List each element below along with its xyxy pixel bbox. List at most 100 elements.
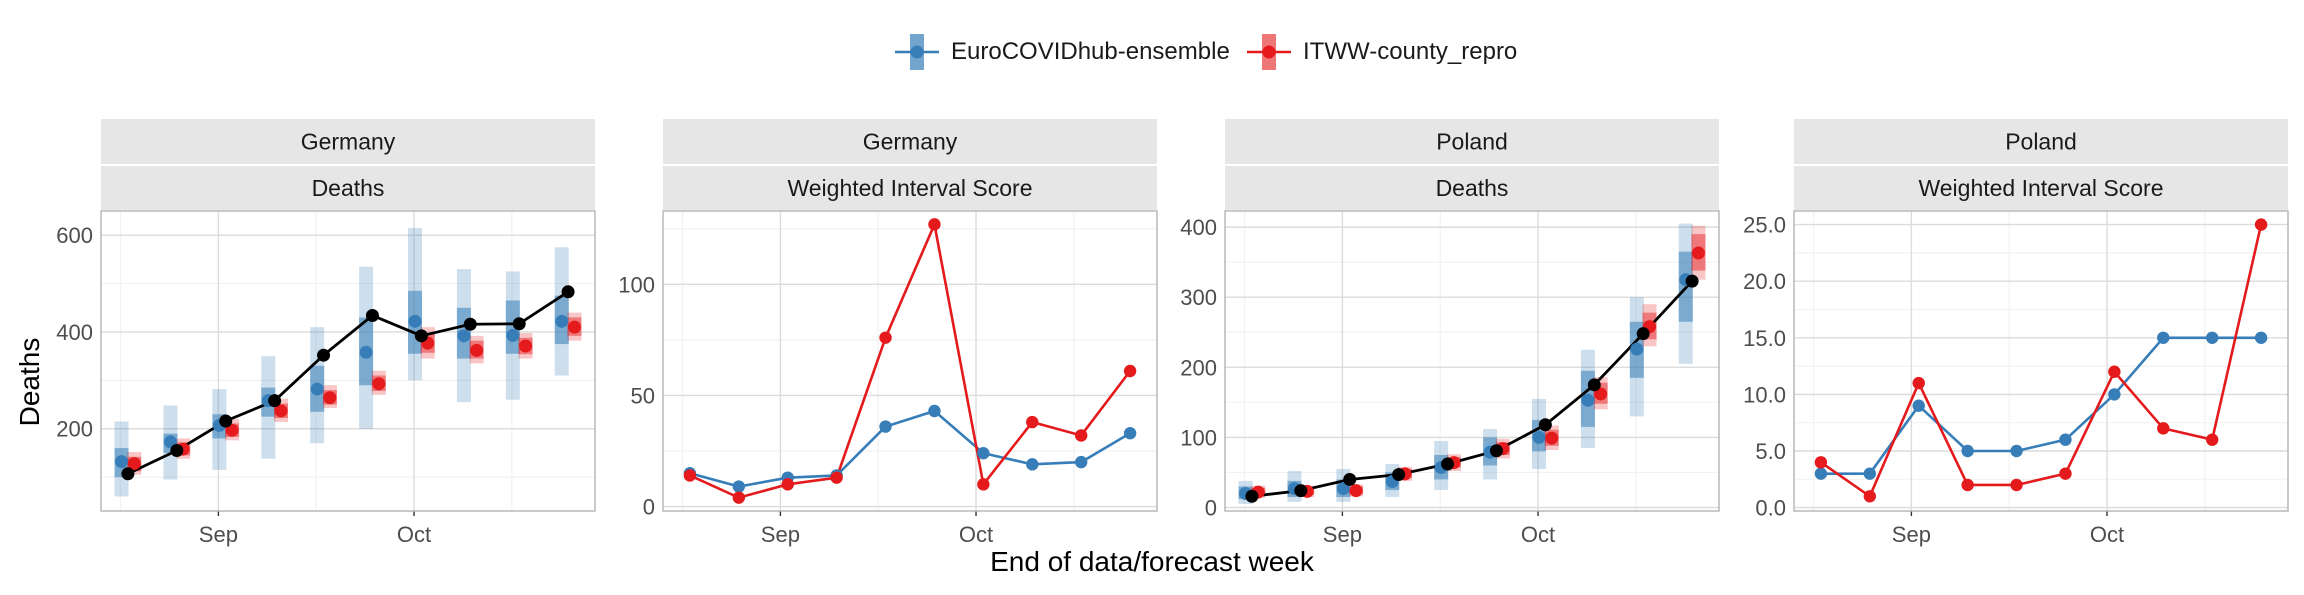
x-tick-label: Oct bbox=[959, 522, 993, 547]
series-point-2 bbox=[2108, 365, 2121, 378]
observed-point bbox=[1538, 418, 1552, 432]
panel-border bbox=[662, 210, 1158, 512]
series-line-1 bbox=[689, 409, 1131, 488]
legend-key-itww-point bbox=[1262, 45, 1276, 59]
observed-point bbox=[1294, 484, 1308, 498]
series-point-2 bbox=[928, 218, 941, 231]
observed-point bbox=[1685, 274, 1699, 288]
series-point-1 bbox=[2108, 388, 2121, 401]
x-tick-label: Oct bbox=[2090, 522, 2124, 547]
strip-top-label: Germany bbox=[863, 129, 958, 155]
observed-point bbox=[561, 285, 575, 299]
median-point bbox=[457, 329, 471, 343]
strip-bottom-label: Deaths bbox=[312, 175, 385, 201]
y-tick-label: 0 bbox=[643, 495, 655, 520]
y-tick-label: 400 bbox=[1180, 215, 1217, 240]
strip-top-label: Germany bbox=[301, 129, 396, 155]
panel-border bbox=[100, 210, 596, 512]
y-tick-label: 300 bbox=[1180, 285, 1217, 310]
x-tick-label: Sep bbox=[1892, 522, 1931, 547]
strip-bottom-label: Weighted Interval Score bbox=[787, 175, 1032, 201]
strip-bottom-bg bbox=[1225, 166, 1719, 210]
series-point-1 bbox=[2059, 433, 2072, 446]
legend-label-ensemble: EuroCOVIDhub-ensemble bbox=[951, 38, 1230, 65]
series-point-2 bbox=[781, 478, 794, 491]
median-point bbox=[359, 345, 373, 359]
series-point-1 bbox=[1074, 455, 1088, 469]
observed-point bbox=[1587, 378, 1601, 392]
legend-key-itww bbox=[1247, 32, 1291, 72]
y-tick-label: 50 bbox=[631, 383, 655, 408]
plot-background bbox=[663, 211, 1157, 511]
x-tick-label: Sep bbox=[761, 522, 800, 547]
y-tick-label: 200 bbox=[56, 417, 93, 442]
observed-point bbox=[1245, 489, 1259, 503]
series-point-1 bbox=[977, 447, 990, 460]
median-point bbox=[225, 423, 239, 437]
x-tick-label: Sep bbox=[199, 522, 238, 547]
legend-key-ensemble-point bbox=[910, 45, 924, 59]
median-point bbox=[1545, 431, 1559, 445]
panel-1: Germany Deaths 200 400 600 Sep Oct bbox=[56, 119, 596, 547]
median-point bbox=[1581, 393, 1595, 407]
median-point bbox=[323, 391, 337, 405]
strip-top-bg bbox=[101, 119, 595, 164]
strip-bottom-bg bbox=[101, 166, 595, 210]
panel-3: Poland Deaths 0 100 200 300 400 Sep Oct bbox=[1180, 119, 1720, 547]
series-point-2 bbox=[1026, 415, 1039, 429]
panel-border bbox=[1793, 210, 2289, 512]
panel-4: Poland Weighted Interval Score 0.0 5.0 10.0 1… bbox=[1743, 119, 2289, 547]
median-point bbox=[506, 328, 520, 342]
observed-point bbox=[1343, 472, 1357, 486]
series-point-2 bbox=[1123, 364, 1137, 378]
observed-line bbox=[1251, 280, 1694, 498]
series-point-1 bbox=[732, 480, 746, 493]
x-tick-label: Sep bbox=[1323, 522, 1362, 547]
observed-point bbox=[170, 444, 184, 458]
series-point-1 bbox=[1912, 399, 1925, 412]
observed-point bbox=[463, 317, 477, 331]
strip-top-label: Poland bbox=[1436, 129, 1508, 155]
series-point-1 bbox=[1961, 444, 1974, 458]
series-line-2 bbox=[1820, 224, 2263, 499]
strip-top-bg bbox=[663, 119, 1157, 164]
x-tick-label: Oct bbox=[397, 522, 431, 547]
y-axis-title: Deaths bbox=[14, 337, 45, 427]
legend-item-itww: ITWW-county_repro bbox=[1247, 32, 1517, 72]
strip-bottom-bg bbox=[1794, 166, 2288, 210]
strip-top-label: Poland bbox=[2005, 129, 2077, 155]
series-point-2 bbox=[830, 471, 843, 484]
series-point-1 bbox=[928, 404, 941, 418]
legend-label-itww: ITWW-county_repro bbox=[1303, 38, 1518, 65]
x-axis-title: End of data/forecast week bbox=[990, 546, 1314, 577]
x-tick-label: Oct bbox=[1521, 522, 1555, 547]
median-point bbox=[115, 455, 129, 469]
median-point bbox=[1336, 482, 1350, 496]
y-tick-label: 400 bbox=[56, 320, 93, 345]
series-point-1 bbox=[2205, 331, 2219, 344]
series-point-2 bbox=[2205, 433, 2219, 446]
legend-key-ensemble bbox=[895, 32, 939, 72]
strip-bottom-label: Weighted Interval Score bbox=[1918, 175, 2163, 201]
median-point bbox=[408, 314, 422, 328]
observed-point bbox=[512, 317, 526, 331]
series-point-2 bbox=[2157, 422, 2170, 435]
series-point-1 bbox=[2010, 444, 2023, 458]
median-point bbox=[567, 320, 581, 334]
observed-point bbox=[1489, 444, 1503, 458]
series-point-2 bbox=[2059, 467, 2072, 480]
y-tick-label: 100 bbox=[1180, 425, 1217, 450]
series-point-2 bbox=[732, 491, 746, 504]
observed-point bbox=[1636, 327, 1650, 341]
observed-point bbox=[414, 329, 428, 343]
series-point-1 bbox=[1863, 467, 1877, 480]
median-point bbox=[274, 404, 288, 418]
y-tick-label: 200 bbox=[1180, 355, 1217, 380]
observed-point bbox=[317, 348, 331, 362]
median-point bbox=[1532, 430, 1546, 444]
series-point-2 bbox=[683, 469, 697, 482]
median-point bbox=[470, 343, 484, 357]
y-tick-label: 15.0 bbox=[1743, 326, 1786, 351]
